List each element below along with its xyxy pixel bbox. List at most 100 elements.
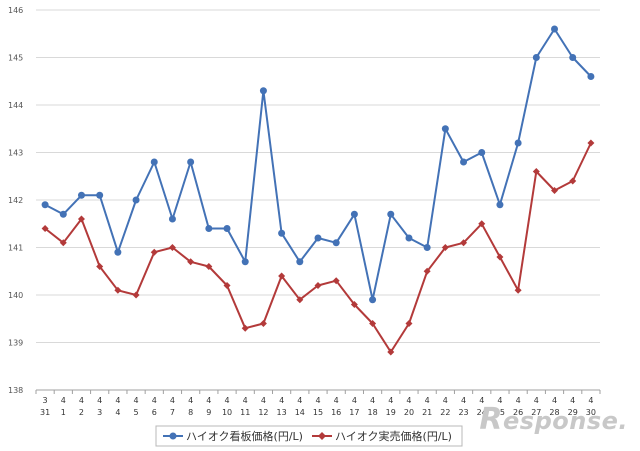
- data-point-series-1: [551, 25, 559, 33]
- data-point-series-1: [332, 239, 340, 247]
- x-tick-label-month: 4: [315, 396, 320, 405]
- x-tick-label-month: 4: [425, 396, 430, 405]
- data-point-series-2: [296, 296, 304, 304]
- x-tick-label-day: 12: [258, 408, 268, 417]
- legend-box: [155, 425, 463, 447]
- data-point-series-1: [278, 229, 286, 237]
- x-tick-label-month: 4: [297, 396, 302, 405]
- x-tick-label-month: 4: [170, 396, 175, 405]
- y-axis-tick-labels: 138 139 140 141 142 143 144 145 146: [8, 6, 23, 395]
- x-tick-label-month: 4: [134, 396, 139, 405]
- x-tick-label-day: 17: [349, 408, 359, 417]
- x-tick-label-day: 20: [404, 408, 414, 417]
- legend-marker-series-1: [169, 432, 177, 440]
- data-point-series-2: [551, 187, 559, 194]
- x-tick-label-month: 4: [443, 396, 448, 405]
- x-tick-label-day: 13: [277, 408, 287, 417]
- data-point-series-1: [496, 201, 504, 209]
- data-point-series-2: [259, 320, 267, 327]
- x-tick-label-month: 4: [588, 396, 593, 405]
- data-point-series-1: [114, 248, 122, 256]
- data-point-series-1: [259, 87, 267, 95]
- data-point-series-1: [77, 191, 85, 199]
- data-point-series-1: [296, 258, 304, 266]
- data-point-series-1: [241, 258, 249, 266]
- data-point-series-1: [441, 125, 449, 133]
- x-tick-label-day: 28: [549, 408, 559, 417]
- data-point-series-2: [205, 263, 213, 270]
- data-point-series-1: [41, 201, 49, 209]
- x-tick-label-day: 1: [61, 408, 66, 417]
- data-point-series-2: [96, 263, 104, 270]
- x-tick-label-day: 5: [134, 408, 139, 417]
- data-point-series-2: [514, 286, 522, 294]
- x-tick-label-day: 3: [97, 408, 102, 417]
- data-point-series-2: [478, 220, 486, 228]
- x-tick-label-month: 4: [406, 396, 411, 405]
- data-point-series-2: [241, 324, 249, 332]
- x-tick-label-day: 4: [115, 408, 120, 417]
- response-watermark: Response.: [479, 402, 628, 437]
- data-point-series-1: [168, 215, 176, 223]
- x-tick-label-month: 4: [206, 396, 211, 405]
- x-tick-label-day: 11: [240, 408, 250, 417]
- data-point-series-1: [314, 234, 322, 242]
- data-point-series-1: [460, 158, 468, 166]
- x-axis-tick-labels: 3314142434445464748494104114124134144154…: [35, 390, 601, 417]
- data-point-series-2: [460, 239, 468, 247]
- data-point-series-2: [332, 277, 340, 285]
- x-tick-label-month: 4: [552, 396, 557, 405]
- data-point-series-1: [96, 191, 104, 199]
- data-point-series-2: [59, 239, 67, 247]
- y-tick-label: 142: [8, 196, 23, 205]
- data-point-series-2: [168, 244, 176, 251]
- x-tick-label-day: 14: [295, 408, 305, 417]
- legend-label-series-1: ハイオク看板価格(円/L): [186, 429, 303, 443]
- x-tick-label-day: 19: [386, 408, 396, 417]
- x-tick-label-month: 4: [479, 396, 484, 405]
- data-point-series-2: [569, 177, 577, 185]
- data-point-series-2: [532, 168, 540, 175]
- y-tick-label: 141: [8, 244, 23, 253]
- x-tick-label-day: 10: [222, 408, 232, 417]
- data-point-series-2: [278, 272, 286, 280]
- y-tick-label: 138: [8, 386, 23, 395]
- data-point-series-2: [423, 267, 431, 275]
- data-point-series-2: [314, 282, 322, 289]
- legend-label-series-2: ハイオク実売価格(円/L): [335, 429, 452, 443]
- x-tick-label-day: 2: [79, 408, 84, 417]
- data-point-series-2: [77, 215, 85, 223]
- x-tick-label-day: 6: [152, 408, 157, 417]
- series-group: [41, 25, 595, 356]
- x-tick-label-month: 4: [352, 396, 357, 405]
- data-point-series-1: [387, 210, 395, 218]
- x-tick-label-month: 4: [370, 396, 375, 405]
- x-tick-label-month: 4: [152, 396, 157, 405]
- legend: ハイオク看板価格(円/L) ハイオク実売価格(円/L): [155, 425, 463, 447]
- x-tick-label-day: 18: [367, 408, 377, 417]
- y-tick-label: 143: [8, 149, 23, 158]
- x-tick-label-month: 4: [261, 396, 266, 405]
- x-tick-label-day: 25: [495, 408, 505, 417]
- data-point-series-1: [223, 225, 231, 232]
- data-point-series-2: [114, 286, 122, 294]
- x-tick-label-month: 4: [570, 396, 575, 405]
- x-tick-label-month: 4: [115, 396, 120, 405]
- data-point-series-1: [478, 149, 486, 156]
- gridlines: [36, 9, 600, 391]
- x-tick-label-month: 4: [79, 396, 84, 405]
- x-tick-label-month: 4: [224, 396, 229, 405]
- x-tick-label-month: 4: [388, 396, 393, 405]
- x-tick-label-day: 22: [440, 408, 450, 417]
- x-tick-label-month: 3: [43, 396, 48, 405]
- x-tick-label-month: 4: [334, 396, 339, 405]
- x-tick-label-month: 4: [243, 396, 248, 405]
- data-point-series-2: [41, 225, 49, 232]
- x-tick-label-month: 4: [279, 396, 284, 405]
- x-tick-label-month: 4: [534, 396, 539, 405]
- data-point-series-2: [387, 348, 395, 356]
- data-point-series-1: [369, 296, 377, 304]
- x-tick-label-day: 31: [40, 408, 50, 417]
- data-point-series-2: [187, 258, 195, 266]
